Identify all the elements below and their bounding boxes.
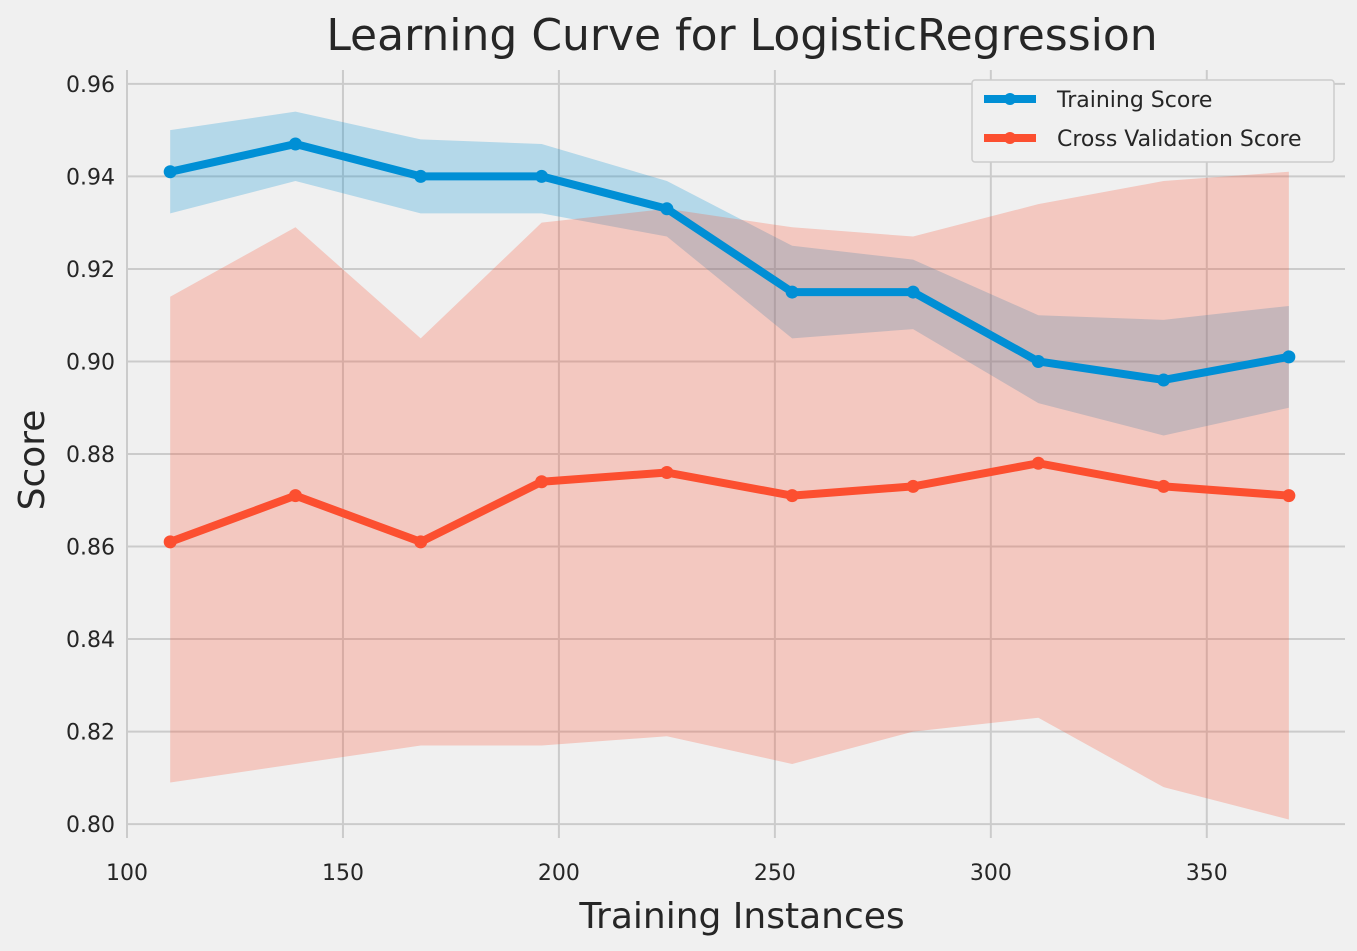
- cv-score-point: [414, 535, 428, 549]
- cv-score-point: [1282, 489, 1296, 503]
- x-tick-label: 100: [106, 861, 148, 886]
- training-score-line: [169, 140, 1290, 384]
- x-tick-label: 200: [538, 861, 580, 886]
- cv-score-band: [170, 171, 1289, 820]
- training-score-point: [906, 285, 920, 299]
- series-points: [163, 137, 1296, 549]
- y-tick-label: 0.88: [66, 443, 115, 468]
- training-score-point: [660, 202, 674, 216]
- y-tick-label: 0.96: [66, 73, 115, 98]
- y-tick-label: 0.84: [66, 628, 115, 653]
- legend-box: [971, 79, 1335, 163]
- training-score-band: [170, 111, 1289, 436]
- cv-score-point: [785, 489, 799, 503]
- y-tick-label: 0.94: [66, 165, 115, 190]
- y-axis-label: Score: [12, 410, 53, 511]
- x-tick-label: 350: [1186, 861, 1228, 886]
- x-tick-label: 300: [970, 861, 1012, 886]
- grid-lines: [126, 70, 1345, 838]
- cv-score-point: [906, 479, 920, 493]
- legend-marker-cv: [1004, 132, 1016, 144]
- training-score-point: [414, 169, 428, 183]
- training-score-point: [1157, 373, 1171, 387]
- cv-score-point: [288, 489, 302, 503]
- cv-score-point: [660, 466, 674, 480]
- cv-score-point: [1031, 456, 1045, 470]
- legend-marker-training: [1004, 93, 1016, 105]
- x-tick-label: 150: [322, 861, 364, 886]
- x-tick-label: 250: [754, 861, 796, 886]
- legend-label-training: Training Score: [1056, 88, 1212, 113]
- y-tick-label: 0.82: [66, 721, 115, 746]
- training-score-point: [288, 137, 302, 151]
- cv-score-point: [163, 535, 177, 549]
- legend-label-cv: Cross Validation Score: [1057, 127, 1302, 152]
- y-tick-label: 0.86: [66, 536, 115, 561]
- training-score-point: [1282, 350, 1296, 364]
- cv-score-point: [535, 475, 549, 489]
- confidence-bands: [170, 111, 1289, 820]
- y-tick-label: 0.92: [66, 258, 115, 283]
- training-score-point: [785, 285, 799, 299]
- cv-score-line: [168, 459, 1290, 546]
- x-axis-label: Training Instances: [578, 896, 904, 937]
- legend: Training Score Cross Validation Score: [971, 79, 1335, 163]
- training-score-point: [1031, 354, 1045, 368]
- tick-labels: 100 150 200 250 300 350 0.80 0.82 0.84 0.86 0.88 0.…: [66, 73, 1228, 886]
- training-score-point: [535, 169, 549, 183]
- y-tick-label: 0.80: [66, 813, 115, 838]
- chart-title: Learning Curve for LogisticRegression: [326, 10, 1157, 61]
- series-lines: [168, 140, 1290, 546]
- training-score-point: [163, 165, 177, 179]
- cv-score-point: [1157, 479, 1171, 493]
- y-tick-label: 0.90: [66, 350, 115, 375]
